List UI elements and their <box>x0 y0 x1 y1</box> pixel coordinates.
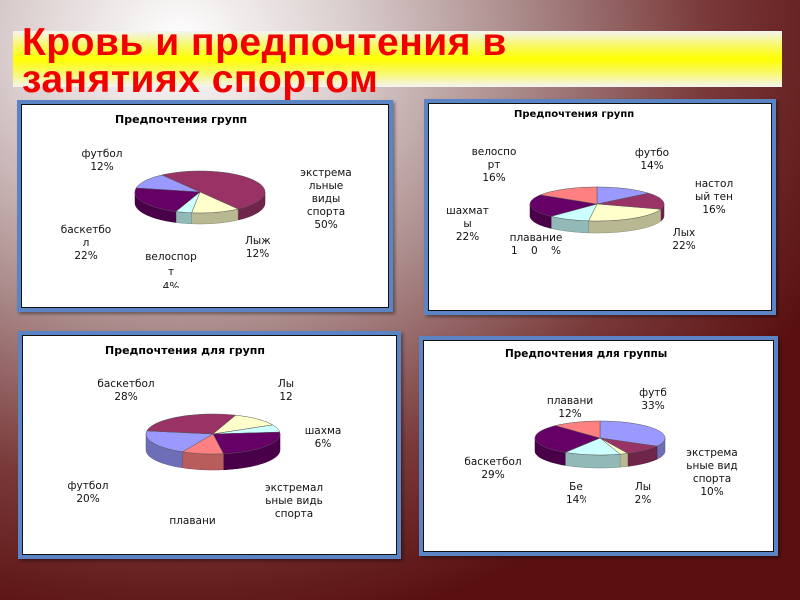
data-label: велоспор т 4% <box>145 251 197 288</box>
pie-slice-баскетбол <box>534 425 601 453</box>
pie-chart-1 <box>134 170 266 225</box>
chart-box-4: Предпочтения для группы <box>419 336 778 556</box>
data-label: экстрема льные виды спорта 50% <box>300 167 352 231</box>
pie-slice-Лыжи <box>212 414 274 435</box>
data-label: Лы 12 <box>277 378 295 403</box>
pie-slice-экстремальные виды спорта <box>599 437 658 454</box>
pie-slice-футбол <box>596 186 649 205</box>
pie-slice-side <box>619 453 628 468</box>
pie-slice-плавание <box>554 420 601 439</box>
pie-slice-футбол <box>135 174 201 193</box>
chart-title: Предпочтения групп <box>115 113 248 126</box>
pie-slice-плавание <box>181 433 224 455</box>
pie-slice-side <box>175 211 192 225</box>
pie-slice-шахматы <box>212 424 281 435</box>
pie-slice-side <box>182 451 224 471</box>
data-label: экстрема ьные вид спорта 10% <box>686 447 738 498</box>
data-label: плавани 12% <box>546 395 594 420</box>
data-label: шахмат ы 22% <box>446 205 489 243</box>
pie-slice-Лыжи <box>588 203 662 222</box>
pie-slice-плавание <box>551 203 598 222</box>
data-label: баскетбол 28% <box>97 378 155 403</box>
data-label: футбол 12% <box>81 148 123 173</box>
chart-title: Предпочтения для групп <box>105 344 265 357</box>
data-label: Лых 22% <box>672 227 696 252</box>
title-bar <box>13 31 782 87</box>
slide-title: Кровь и предпочтения в занятиях спортом <box>22 21 507 101</box>
pie-slice-Бег <box>564 437 621 456</box>
data-label: Лы 2% <box>634 481 652 506</box>
pie-slice-велоспорт <box>175 191 201 214</box>
pie-slice-экстремальные виды спорта <box>161 170 266 210</box>
data-label: шахма 6% <box>304 425 342 450</box>
data-label: плавани <box>169 515 216 527</box>
data-label: баскетбо л 22% <box>60 224 112 262</box>
data-label: плавание 1 0 % <box>509 232 563 257</box>
data-label: настол ый тен 16% <box>694 178 734 216</box>
data-label: футб 33% <box>639 387 667 412</box>
pie-slice-велоспорт <box>539 186 598 205</box>
chart-title: Предпочтения для группы <box>505 348 668 360</box>
pie-slice-баскетбол <box>134 187 201 212</box>
pie-chart-2 <box>529 186 665 234</box>
data-label: экстремал ьные видь спорта <box>264 482 324 520</box>
pie-slice-шахматы <box>529 194 598 217</box>
data-label: баскетбол 29% <box>464 456 522 481</box>
data-label: велоспо рт 16% <box>471 146 517 184</box>
data-label: футбол 20% <box>67 480 109 505</box>
data-label: Лыж 12% <box>245 235 270 260</box>
data-label: футбо 14% <box>634 147 670 172</box>
pie-chart-3 <box>145 413 281 471</box>
pie-slice-футбол <box>599 420 666 447</box>
pie-slice-экстремальные виды спорта <box>212 431 281 455</box>
pie-slice-футбол <box>145 430 214 453</box>
pie-slice-баскетбол <box>146 413 237 435</box>
pie-slice-Лыжи <box>191 191 239 214</box>
chart-title: Предпочтения групп <box>514 109 635 120</box>
pie-chart-4 <box>534 420 666 469</box>
